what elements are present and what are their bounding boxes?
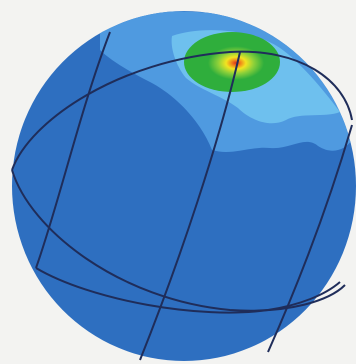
meridian-line-center <box>139 51 241 361</box>
contour-hotspot <box>196 39 276 87</box>
latitude-line <box>11 50 353 171</box>
latitude-line-back <box>11 169 346 312</box>
meridian-line-right <box>267 124 353 353</box>
latitude-line-lower <box>35 267 341 314</box>
sphere-grid-lines <box>11 31 353 361</box>
meridian-line-left <box>35 31 111 269</box>
